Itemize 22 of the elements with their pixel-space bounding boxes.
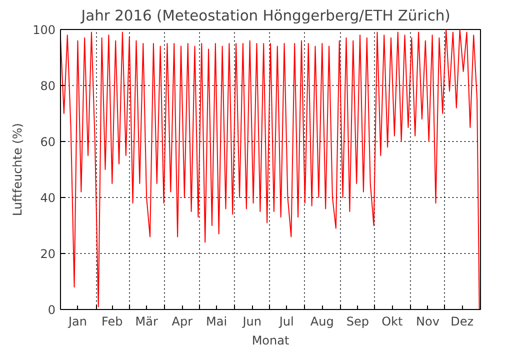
- y-tick-label: 20: [40, 247, 56, 261]
- y-tick-label: 100: [32, 23, 56, 37]
- y-tick-label: 0: [48, 303, 56, 317]
- x-tick-label: Mai: [206, 314, 228, 328]
- x-axis-title: Monat: [252, 334, 290, 348]
- x-tick-label: Dez: [450, 314, 474, 328]
- x-tick-label: Aug: [310, 314, 334, 328]
- x-tick-label: Jul: [278, 314, 294, 328]
- x-tick-label: Mär: [135, 314, 158, 328]
- chart-title: Jahr 2016 (Meteostation Hönggerberg/ETH Zürich): [80, 8, 450, 24]
- y-tick-label: 40: [40, 191, 56, 205]
- line-series: [60, 30, 480, 310]
- y-axis-title: Luftfeuchte (%): [10, 123, 25, 216]
- x-tick-label: Nov: [416, 314, 440, 328]
- y-tick-label: 60: [40, 135, 56, 149]
- x-tick-label: Jan: [67, 314, 87, 328]
- y-tick-label: 80: [40, 79, 56, 93]
- x-tick-label: Feb: [102, 314, 123, 328]
- x-tick-label: Okt: [382, 314, 403, 328]
- x-tick-label: Jun: [242, 314, 262, 328]
- x-tick-label: Apr: [172, 314, 193, 328]
- x-tick-label: Sep: [346, 314, 370, 328]
